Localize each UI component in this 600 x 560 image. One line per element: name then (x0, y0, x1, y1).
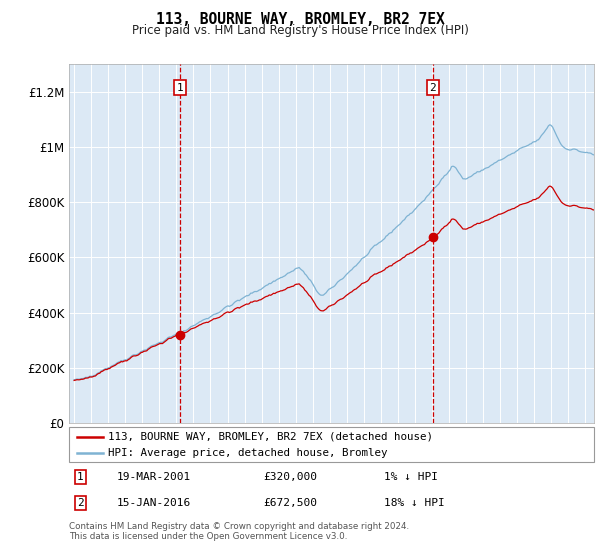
Text: £672,500: £672,500 (263, 498, 317, 508)
Text: £320,000: £320,000 (263, 472, 317, 482)
Text: 113, BOURNE WAY, BROMLEY, BR2 7EX: 113, BOURNE WAY, BROMLEY, BR2 7EX (155, 12, 445, 27)
Text: 1: 1 (177, 83, 184, 93)
Text: Contains HM Land Registry data © Crown copyright and database right 2024.
This d: Contains HM Land Registry data © Crown c… (69, 522, 409, 542)
Text: 1: 1 (77, 472, 84, 482)
Text: 113, BOURNE WAY, BROMLEY, BR2 7EX (detached house): 113, BOURNE WAY, BROMLEY, BR2 7EX (detac… (109, 432, 433, 442)
Text: 18% ↓ HPI: 18% ↓ HPI (384, 498, 445, 508)
FancyBboxPatch shape (69, 427, 594, 462)
Text: Price paid vs. HM Land Registry's House Price Index (HPI): Price paid vs. HM Land Registry's House … (131, 24, 469, 36)
Text: 2: 2 (77, 498, 84, 508)
Text: 15-JAN-2016: 15-JAN-2016 (116, 498, 191, 508)
Text: HPI: Average price, detached house, Bromley: HPI: Average price, detached house, Brom… (109, 449, 388, 458)
Text: 19-MAR-2001: 19-MAR-2001 (116, 472, 191, 482)
Text: 1% ↓ HPI: 1% ↓ HPI (384, 472, 438, 482)
Text: 2: 2 (430, 83, 436, 93)
